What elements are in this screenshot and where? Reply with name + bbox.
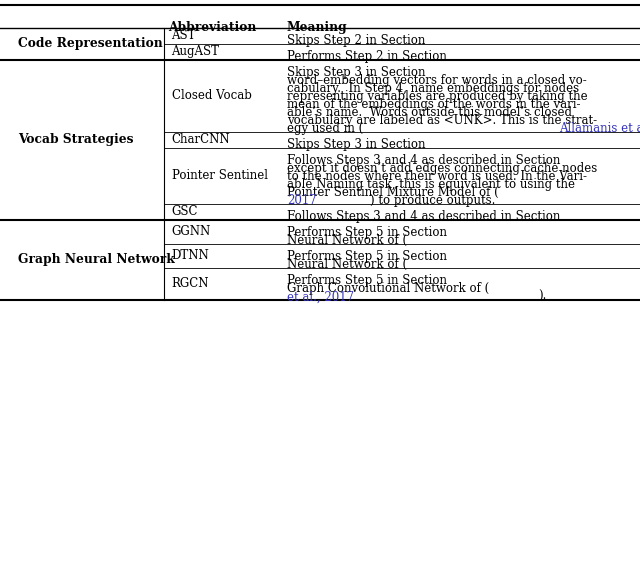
Text: Closed Vocab: Closed Vocab — [172, 90, 252, 102]
Text: ).: ). — [538, 290, 547, 303]
Text: egy used in (: egy used in ( — [287, 122, 363, 135]
Text: mean of the embeddings of the words in the vari-: mean of the embeddings of the words in t… — [287, 98, 580, 111]
Text: Pointer Sentinel: Pointer Sentinel — [172, 169, 268, 182]
Text: DTNN: DTNN — [172, 250, 209, 262]
Text: able Naming task, this is equivalent to using the: able Naming task, this is equivalent to … — [287, 178, 575, 191]
Text: et al., 2017: et al., 2017 — [287, 290, 354, 303]
Text: Allamanis et al., 2018: Allamanis et al., 2018 — [559, 122, 640, 135]
Text: except it doesn’t add edges connecting cache nodes: except it doesn’t add edges connecting c… — [287, 162, 597, 175]
Text: CharCNN: CharCNN — [172, 134, 230, 146]
Text: Meaning: Meaning — [287, 21, 348, 34]
Text: Follows Steps 3 and 4 as described in Section: Follows Steps 3 and 4 as described in Se… — [287, 154, 564, 167]
Text: Graph Convolutional Network of (: Graph Convolutional Network of ( — [287, 282, 489, 295]
Text: Neural Network of (: Neural Network of ( — [287, 258, 407, 271]
Text: Skips Step 3 in Section: Skips Step 3 in Section — [287, 66, 429, 79]
Text: Graph Neural Network: Graph Neural Network — [18, 253, 175, 266]
Text: 2017: 2017 — [287, 194, 316, 207]
Text: able’s name.  Words outside this model’s closed: able’s name. Words outside this model’s … — [287, 106, 572, 119]
Text: vocabulary are labeled as <UNK>. This is the strat-: vocabulary are labeled as <UNK>. This is… — [287, 114, 597, 127]
Text: Vocab Strategies: Vocab Strategies — [18, 134, 133, 146]
Text: Skips Step 3 in Section: Skips Step 3 in Section — [287, 138, 429, 151]
Text: Skips Step 2 in Section: Skips Step 2 in Section — [287, 34, 429, 47]
Text: Performs Step 5 in Section: Performs Step 5 in Section — [287, 275, 451, 287]
Text: Follows Steps 3 and 4 as described in Section: Follows Steps 3 and 4 as described in Se… — [287, 210, 564, 223]
Text: GGNN: GGNN — [172, 225, 211, 238]
Text: cabulary.  In Step 4, name embeddings for nodes: cabulary. In Step 4, name embeddings for… — [287, 82, 579, 95]
Text: AugAST: AugAST — [172, 45, 220, 58]
Text: RGCN: RGCN — [172, 277, 209, 291]
Text: Abbreviation: Abbreviation — [168, 21, 256, 34]
Text: AST: AST — [172, 29, 196, 42]
Text: Neural Network of (: Neural Network of ( — [287, 234, 407, 247]
Text: Pointer Sentinel Mixture Model of (: Pointer Sentinel Mixture Model of ( — [287, 186, 499, 199]
Text: representing variables are produced by taking the: representing variables are produced by t… — [287, 90, 588, 103]
Text: Performs Step 5 in Section: Performs Step 5 in Section — [287, 250, 451, 263]
Text: ) to produce outputs.: ) to produce outputs. — [371, 194, 496, 207]
Text: Performs Step 5 in Section: Performs Step 5 in Section — [287, 226, 451, 239]
Text: to the nodes where their word is used. In the Vari-: to the nodes where their word is used. I… — [287, 170, 587, 183]
Text: Performs Step 2 in Section: Performs Step 2 in Section — [287, 50, 451, 63]
Text: word–embedding vectors for words in a closed vo-: word–embedding vectors for words in a cl… — [287, 74, 586, 87]
Text: Code Representation: Code Representation — [18, 38, 163, 50]
Text: GSC: GSC — [172, 205, 198, 218]
